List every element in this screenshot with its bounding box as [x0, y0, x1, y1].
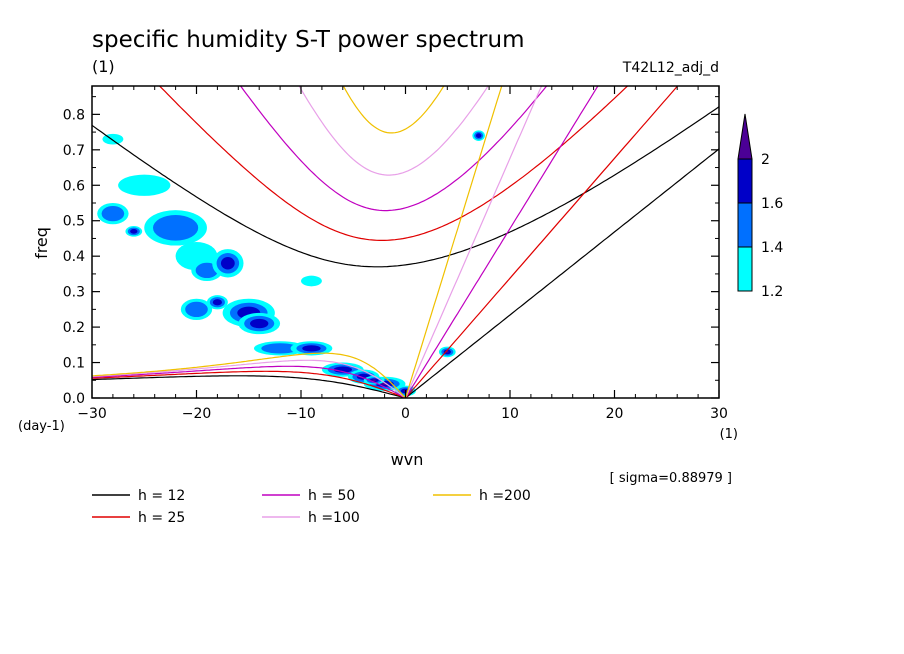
x-tick-label: 10 [501, 406, 519, 422]
x-tick-label: −10 [286, 406, 316, 422]
contour-peak-21-level-3 [212, 299, 222, 306]
curve-kelvin-h50 [404, 86, 599, 398]
curve-kelvin-h100 [404, 86, 543, 398]
legend-label-h12: h = 12 [138, 488, 185, 504]
y-tick-label: 0.4 [63, 249, 85, 265]
curve-rossby-h200 [92, 352, 406, 398]
run-label: T42L12_adj_d [622, 60, 719, 76]
x-tick-label: −30 [77, 406, 107, 422]
legend-label-h50: h = 50 [308, 488, 355, 504]
contour-peak-0-level-2 [101, 205, 125, 222]
contour-peak-9-level-2 [261, 343, 299, 354]
contour-peak-1-level-1 [118, 174, 171, 196]
contour-peak-20-level-4 [372, 379, 376, 382]
colorbar-segment-0 [737, 246, 753, 292]
y-tick-label: 0.6 [63, 178, 85, 194]
y-tick-label: 0.5 [63, 214, 85, 230]
colorbar-label: 1.4 [761, 240, 783, 256]
x-axis-title: wvn [391, 450, 424, 469]
dispersion-curves [92, 86, 719, 398]
sigma-label: [ sigma=0.88979 ] [610, 471, 732, 486]
contour-peak-19-level-3 [130, 229, 138, 234]
y-tick-label: 0.2 [63, 320, 85, 336]
contour-peak-17-level-1 [301, 275, 322, 287]
x-axis: −30 −20 −10 0 10 20 30 [77, 86, 728, 422]
curve-kelvin-h25 [405, 86, 679, 398]
x-tick-label: 20 [606, 406, 624, 422]
colorbar-segment-2 [737, 158, 753, 204]
colorbar: 1.2 1.4 1.6 2 [737, 113, 783, 300]
legend-label-h25: h = 25 [138, 510, 185, 526]
contour-peak-10-level-3 [302, 345, 321, 352]
curve-gravity-h50 [239, 86, 548, 212]
y-unit-label: (day-1) [18, 419, 65, 434]
colorbar-segment-1 [737, 202, 753, 248]
contour-peak-2-level-2 [153, 215, 199, 241]
spectrum-contours [97, 130, 485, 397]
curve-rossby-h100 [92, 359, 406, 398]
colorbar-label: 2 [761, 152, 770, 168]
units-label: (1) [92, 57, 115, 76]
curve-gravity-h100 [298, 86, 489, 176]
contour-peak-16-level-3 [475, 133, 482, 138]
legend-label-h100: h =100 [308, 510, 360, 526]
y-tick-label: 0.3 [63, 285, 85, 301]
contour-peak-5-level-3 [220, 257, 235, 270]
curve-rossby-h12 [92, 375, 406, 398]
curve-kelvin-h12 [405, 148, 719, 398]
curve-gravity-h200 [342, 86, 445, 134]
x-tick-label: 0 [401, 406, 410, 422]
chart-title: specific humidity S-T power spectrum [92, 27, 524, 53]
colorbar-label: 1.2 [761, 284, 783, 300]
legend: h = 12 h = 25 h = 50 h =100 h =200 [92, 488, 531, 526]
y-axis: 0.0 0.1 0.2 0.3 0.4 0.5 0.6 0.7 0.8 [63, 96, 719, 407]
y-tick-label: 0.1 [63, 356, 85, 372]
y-axis-title: freq [32, 227, 51, 259]
curve-rossby-h25 [92, 370, 406, 398]
contour-peak-4-level-2 [195, 262, 219, 279]
y-tick-label: 0.7 [63, 143, 85, 159]
x-unit-label: (1) [720, 427, 738, 442]
curve-rossby-h50 [92, 365, 406, 398]
x-tick-label: 30 [710, 406, 728, 422]
colorbar-label: 1.6 [761, 196, 783, 212]
y-tick-label: 0.0 [63, 391, 85, 407]
contour-peak-8-level-3 [250, 318, 269, 329]
y-tick-label: 0.8 [63, 107, 85, 123]
curve-gravity-h25 [158, 86, 629, 241]
colorbar-max-arrow [737, 113, 753, 160]
curve-kelvin-h200 [404, 86, 503, 398]
curve-gravity-h12 [92, 106, 719, 268]
contour-peak-6-level-2 [185, 301, 208, 318]
legend-label-h200: h =200 [479, 488, 531, 504]
x-tick-label: −20 [182, 406, 212, 422]
